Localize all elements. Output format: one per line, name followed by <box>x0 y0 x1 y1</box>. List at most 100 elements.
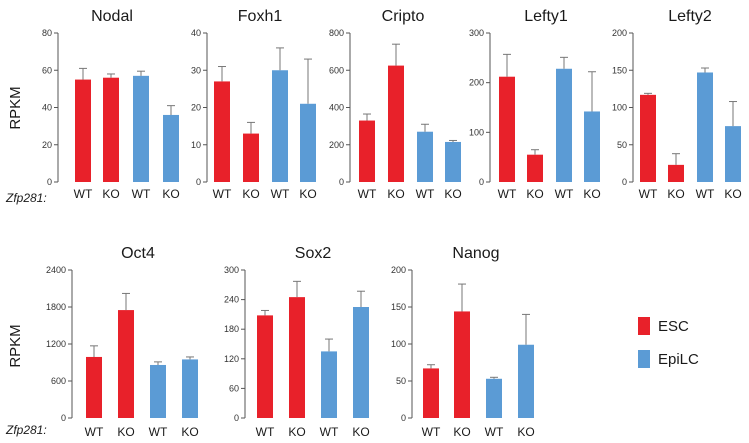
bar-epilc-ko <box>353 307 369 418</box>
y-tick-label: 600 <box>51 376 66 386</box>
chart-title: Lefty1 <box>524 8 568 25</box>
bar-epilc-ko <box>182 359 198 418</box>
y-tick-label: 200 <box>329 140 344 150</box>
y-tick-label: 200 <box>391 265 406 275</box>
bar-esc-ko <box>289 297 305 418</box>
chart-cripto: Cripto 0 200 400 600 800 WT KO WT KO <box>329 8 462 201</box>
y-tick-label: 200 <box>612 28 627 38</box>
bar-esc-wt <box>640 94 656 182</box>
y-tick-label: 300 <box>224 265 239 275</box>
y-tick-label: 400 <box>329 103 344 113</box>
category-label: WT <box>498 187 517 201</box>
bar-esc-ko <box>118 310 134 418</box>
genotype-label-bottom: Zfp281: <box>5 423 47 437</box>
chart-nodal: Nodal 0 20 40 60 80 WT KO WT KO RPKM <box>7 8 180 201</box>
bar-esc-ko <box>103 77 119 182</box>
bar-esc-ko <box>454 311 470 418</box>
category-label: WT <box>213 187 232 201</box>
bar-epilc-wt <box>321 351 337 418</box>
category-label: WT <box>485 425 504 439</box>
y-tick-label: 0 <box>234 413 239 423</box>
bar-epilc-wt <box>556 68 572 182</box>
bar-epilc-ko <box>445 141 461 182</box>
category-label: WT <box>416 187 435 201</box>
category-label: WT <box>256 425 275 439</box>
category-label: KO <box>299 187 316 201</box>
category-label: KO <box>352 425 369 439</box>
y-tick-label: 2400 <box>46 265 66 275</box>
category-label: KO <box>102 187 119 201</box>
legend-swatch-epilc <box>638 350 650 368</box>
chart-title: Cripto <box>382 8 425 25</box>
y-tick-label: 150 <box>612 65 627 75</box>
legend-swatch-esc <box>638 317 650 335</box>
chart-title: Nanog <box>452 245 499 262</box>
bar-esc-wt <box>359 120 375 182</box>
chart-oct4: Oct4 0 600 1200 1800 2400 WT KO WT KO RPKM <box>7 245 199 439</box>
y-tick-label: 1200 <box>46 339 66 349</box>
category-label: KO <box>667 187 684 201</box>
chart-title: Foxh1 <box>238 8 283 25</box>
y-tick-label: 600 <box>329 65 344 75</box>
category-label: WT <box>422 425 441 439</box>
bar-epilc-ko <box>163 114 179 182</box>
chart-lefty2: Lefty2 0 50 100 150 200 WT KO WT KO <box>612 8 742 201</box>
bar-esc-ko <box>388 65 404 182</box>
category-label: WT <box>149 425 168 439</box>
category-label: WT <box>696 187 715 201</box>
y-tick-label: 0 <box>339 177 344 187</box>
y-tick-label: 1800 <box>46 302 66 312</box>
y-tick-label: 60 <box>229 383 239 393</box>
category-label: KO <box>453 425 470 439</box>
y-tick-label: 0 <box>61 413 66 423</box>
bar-epilc-wt <box>486 378 502 418</box>
bar-epilc-wt <box>150 364 166 418</box>
bar-esc-wt <box>214 81 230 182</box>
bar-esc-wt <box>86 356 102 418</box>
y-tick-label: 50 <box>396 376 406 386</box>
category-label: KO <box>583 187 600 201</box>
legend-label-esc: ESC <box>658 318 689 335</box>
y-tick-label: 800 <box>329 28 344 38</box>
bar-epilc-wt <box>272 70 288 182</box>
chart-nanog: Nanog 0 50 100 150 200 WT KO WT KO <box>391 245 535 439</box>
y-tick-label: 50 <box>617 140 627 150</box>
genotype-label-top: Zfp281: <box>5 191 47 205</box>
chart-sox2: Sox2 0 60 120 180 240 300 WT KO WT KO <box>224 245 370 439</box>
category-label: WT <box>320 425 339 439</box>
y-tick-label: 0 <box>479 177 484 187</box>
bar-esc-wt <box>423 368 439 418</box>
y-tick-label: 80 <box>42 28 52 38</box>
category-label: WT <box>74 187 93 201</box>
y-tick-label: 150 <box>391 302 406 312</box>
bar-esc-ko <box>668 164 684 182</box>
category-label: WT <box>639 187 658 201</box>
y-tick-label: 100 <box>391 339 406 349</box>
y-axis-label: RPKM <box>7 324 24 367</box>
y-tick-label: 60 <box>42 65 52 75</box>
chart-foxh1: Foxh1 0 10 20 30 40 WT KO WT KO <box>191 8 317 201</box>
category-label: KO <box>724 187 741 201</box>
category-label: KO <box>242 187 259 201</box>
y-tick-label: 180 <box>224 324 239 334</box>
chart-title: Nodal <box>91 8 133 25</box>
bar-esc-ko <box>243 133 259 182</box>
bar-esc-wt <box>75 79 91 182</box>
y-tick-label: 0 <box>196 177 201 187</box>
category-label: KO <box>181 425 198 439</box>
bar-epilc-ko <box>518 344 534 418</box>
y-tick-label: 100 <box>469 127 484 137</box>
category-label: KO <box>117 425 134 439</box>
y-tick-label: 40 <box>42 103 52 113</box>
y-tick-label: 200 <box>469 78 484 88</box>
chart-title: Lefty2 <box>668 8 712 25</box>
category-label: WT <box>132 187 151 201</box>
legend-label-epilc: EpiLC <box>658 351 699 368</box>
category-label: WT <box>555 187 574 201</box>
y-tick-label: 0 <box>401 413 406 423</box>
chart-title: Sox2 <box>295 245 332 262</box>
y-tick-label: 120 <box>224 354 239 364</box>
chart-lefty1: Lefty1 0 100 200 300 WT KO WT KO <box>469 8 601 201</box>
y-tick-label: 10 <box>191 140 201 150</box>
